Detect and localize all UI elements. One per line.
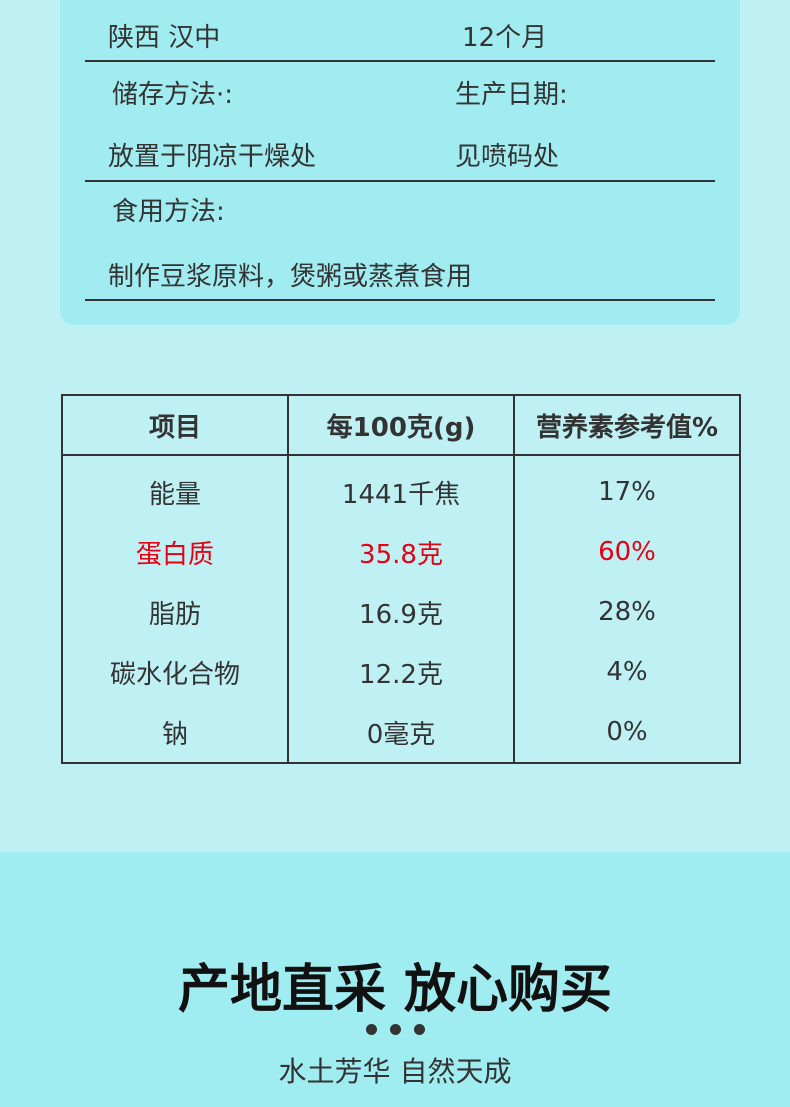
header-nrv: 营养素参考值% <box>513 394 741 456</box>
table-row: 钠 0毫克 0% <box>61 702 741 764</box>
storage-value: 放置于阴凉干燥处 <box>108 142 317 172</box>
table-row: 蛋白质 35.8克 60% <box>61 522 741 582</box>
usage-value: 制作豆浆原料，煲粥或蒸煮食用 <box>108 262 473 292</box>
divider <box>85 299 715 301</box>
cell-amount: 35.8克 <box>287 522 515 582</box>
cell-nrv: 28% <box>513 582 741 642</box>
dot-icon <box>365 1024 377 1035</box>
production-date-value: 见喷码处 <box>455 142 560 172</box>
shelf-life-value: 12个月 <box>462 23 548 53</box>
cell-nrv: 4% <box>513 642 741 702</box>
cell-amount: 16.9克 <box>287 582 515 642</box>
header-per-100g: 每100克(g) <box>287 394 515 456</box>
cell-amount: 12.2克 <box>287 642 515 702</box>
cell-amount: 0毫克 <box>287 702 515 764</box>
divider <box>85 60 715 62</box>
nutrition-table: 项目 每100克(g) 营养素参考值% 能量 1441千焦 17% 蛋白质 35.8克… <box>61 394 741 764</box>
cell-item: 蛋白质 <box>61 522 289 582</box>
header-item: 项目 <box>61 394 289 456</box>
cell-nrv: 0% <box>513 702 741 764</box>
cell-item: 能量 <box>61 455 289 522</box>
dots-decoration <box>0 1024 790 1035</box>
cell-item: 钠 <box>61 702 289 764</box>
banner-subtitle: 水土芳华 自然天成 <box>278 1055 512 1088</box>
dot-icon <box>413 1024 425 1035</box>
table-row: 能量 1441千焦 17% <box>61 455 741 522</box>
product-info-card <box>60 0 740 325</box>
dot-icon <box>389 1024 401 1035</box>
usage-label: 食用方法: <box>112 197 225 227</box>
production-date-label: 生产日期: <box>455 80 568 110</box>
origin-value: 陕西 汉中 <box>108 23 221 53</box>
storage-label: 储存方法·: <box>112 80 234 110</box>
divider <box>85 180 715 182</box>
cell-item: 脂肪 <box>61 582 289 642</box>
table-row: 脂肪 16.9克 28% <box>61 582 741 642</box>
cell-item: 碳水化合物 <box>61 642 289 702</box>
banner-title: 产地直采 放心购买 <box>177 960 613 1020</box>
cell-nrv: 17% <box>513 455 741 522</box>
cell-nrv: 60% <box>513 522 741 582</box>
banner-section: 产地直采 放心购买 水土芳华 自然天成 <box>0 852 790 1107</box>
table-header-row: 项目 每100克(g) 营养素参考值% <box>61 394 741 456</box>
table-row: 碳水化合物 12.2克 4% <box>61 642 741 702</box>
cell-amount: 1441千焦 <box>287 455 515 522</box>
